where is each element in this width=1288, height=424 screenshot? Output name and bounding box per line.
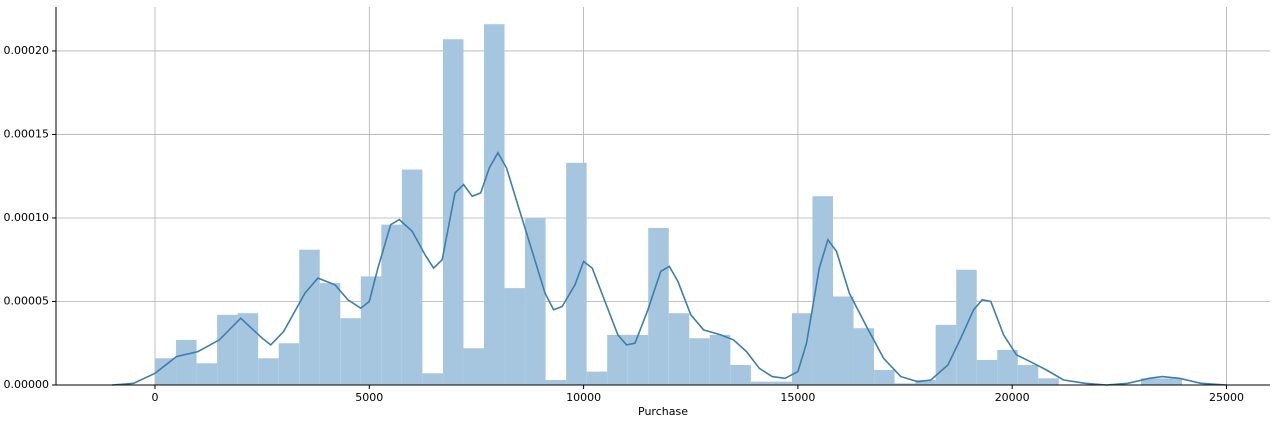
bar [401,169,423,385]
bar [689,338,710,385]
bar [217,314,238,385]
x-tick-label: 20000 [995,391,1030,404]
x-tick-label: 25000 [1209,391,1244,404]
bar [648,227,669,385]
bar [935,324,957,385]
bar [607,334,628,385]
bar [894,383,916,385]
bar [155,358,177,385]
bar [381,224,402,385]
bar [586,371,608,385]
bar [1017,364,1039,385]
bar [791,313,813,385]
bar [1038,378,1059,385]
bar [319,283,341,385]
bar [976,359,998,385]
x-tick-label: 5000 [355,391,383,404]
bar [853,328,875,385]
bar [196,363,218,385]
bar [709,334,731,385]
bar [566,162,587,385]
bar [997,349,1018,385]
bar [237,313,259,385]
x-tick-label: 0 [152,391,159,404]
bar [627,334,649,385]
bar [442,39,464,386]
bar [874,369,895,385]
y-tick-label: 0.00015 [4,127,50,140]
bar [340,318,361,385]
bar [258,358,279,385]
kde-line [112,151,1227,386]
bar [422,373,443,385]
bar [1140,378,1162,385]
bar [833,296,854,385]
bar [812,196,834,385]
bar [278,343,300,385]
x-tick-label: 15000 [780,391,815,404]
bar [525,217,546,385]
y-tick-label: 0.00005 [4,294,50,307]
bar [299,249,320,385]
bar [668,313,690,385]
bar [915,379,936,385]
bar [545,379,567,385]
bar [730,364,751,385]
bar [176,339,197,385]
bar [1161,378,1183,385]
x-tick-label: 10000 [566,391,601,404]
y-tick-label: 0.00020 [4,44,50,57]
bar [504,288,526,385]
y-tick-label: 0.00010 [4,211,50,224]
bar [750,381,772,385]
y-tick-label: 0.00000 [4,378,50,391]
bar [483,24,505,386]
bar [771,381,792,385]
bar [463,348,484,385]
x-axis-label: Purchase [638,405,688,418]
